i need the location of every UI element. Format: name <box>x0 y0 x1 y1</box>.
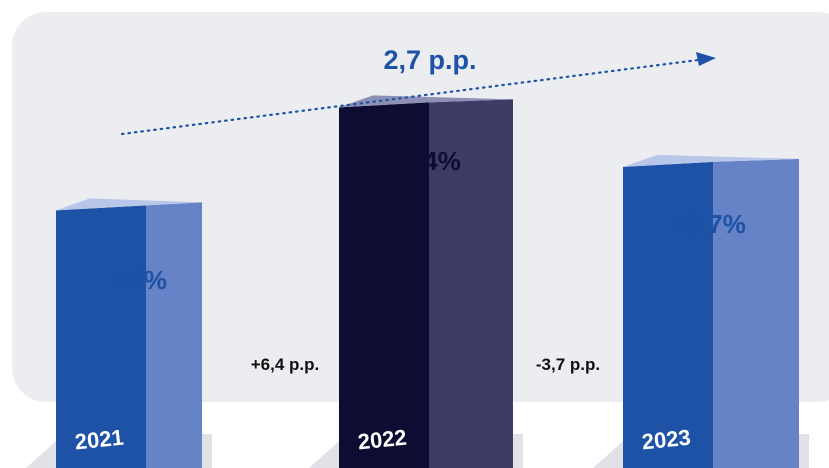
bar-series <box>56 95 799 468</box>
bar-top-2021 <box>56 198 202 211</box>
overall-change-label: 2,7 p.p. <box>383 45 476 75</box>
bar-front-2022 <box>339 102 429 468</box>
bar-2022 <box>339 95 513 468</box>
bar-side-2021 <box>146 202 202 468</box>
category-label-2022: 2022 <box>357 425 408 455</box>
bar-2021 <box>56 198 202 468</box>
bar-front-2023 <box>623 161 713 468</box>
value-label-2021: 16% <box>115 265 167 295</box>
value-label-2023: 18,7% <box>672 209 746 239</box>
bar-side-2022 <box>429 99 513 468</box>
bar-top-2023 <box>623 154 799 167</box>
trend-line <box>120 58 700 136</box>
trend-arrow <box>120 52 716 136</box>
bar-2023 <box>623 154 799 468</box>
bar-top-2022 <box>339 95 513 108</box>
category-label-2023: 2023 <box>641 425 692 455</box>
bar-side-2023 <box>713 158 799 468</box>
value-label-2022: 22,4% <box>387 146 461 176</box>
category-label-2021: 2021 <box>74 425 125 455</box>
bar-front-2021 <box>56 205 146 468</box>
change-label-2022-2023: -3,7 p.p. <box>536 355 600 374</box>
trend-arrowhead <box>696 52 716 66</box>
change-label-2021-2022: +6,4 p.p. <box>251 355 320 374</box>
